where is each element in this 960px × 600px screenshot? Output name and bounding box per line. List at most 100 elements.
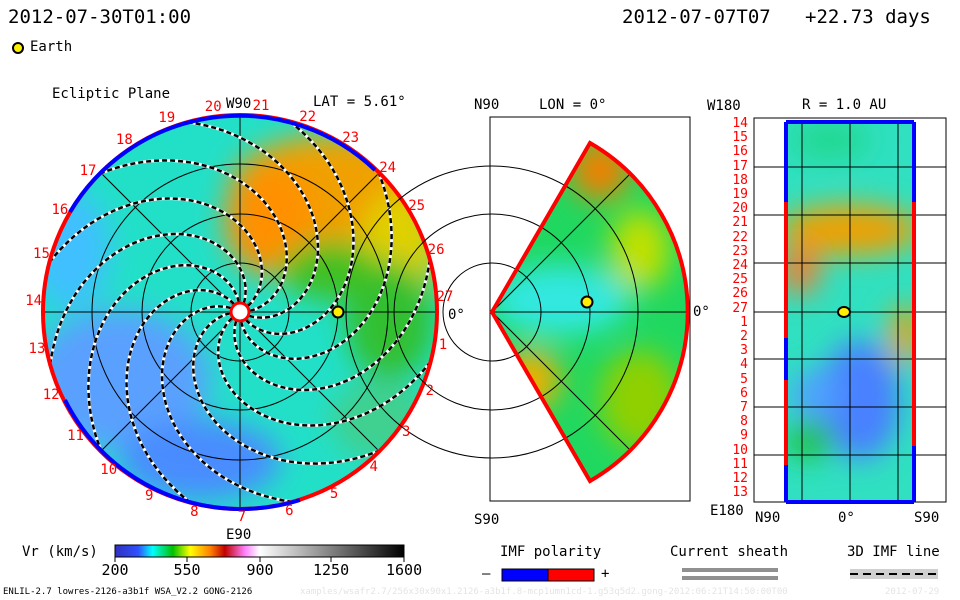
earth-legend-label: Earth <box>30 39 73 55</box>
radial-day-label: 17 <box>732 158 748 174</box>
earth-marker-ecliptic <box>331 305 345 319</box>
radial-day-label: 18 <box>732 172 748 188</box>
ecliptic-day-label: 6 <box>285 502 294 519</box>
ecliptic-day-label: 10 <box>100 462 118 479</box>
elapsed-days: +22.73 days <box>805 6 931 28</box>
radial-day-label: 27 <box>732 300 748 316</box>
radial-day-label: 9 <box>740 428 748 444</box>
radial-zero: 0° <box>838 510 855 526</box>
radial-day-label: 21 <box>732 215 748 231</box>
ecliptic-day-label: 26 <box>427 241 445 258</box>
ecliptic-day-label: 14 <box>25 293 43 310</box>
colorbar-tick-label: 1600 <box>386 561 423 579</box>
ecliptic-day-label: 9 <box>145 488 154 505</box>
ecliptic-day-label: 20 <box>204 98 222 115</box>
ecliptic-day-label: 3 <box>401 424 411 441</box>
ecliptic-day-label: 12 <box>42 386 60 403</box>
radial-day-label: 2 <box>740 329 748 344</box>
ecliptic-day-label: 4 <box>369 459 378 476</box>
ecliptic-day-label: 21 <box>252 98 270 115</box>
imf-spiral-line <box>239 168 393 360</box>
ecliptic-day-label: 1 <box>438 336 448 353</box>
radial-day-label: 13 <box>732 485 748 501</box>
radial-n90: N90 <box>755 510 781 526</box>
current-sheath-title: Current sheath <box>670 544 789 560</box>
ecliptic-day-label: 13 <box>28 340 46 357</box>
ecliptic-day-label: 27 <box>436 288 454 305</box>
radial-day-label: 25 <box>732 272 748 288</box>
radial-day-label: 15 <box>732 130 748 146</box>
radial-day-label: 11 <box>732 456 748 472</box>
radial-s90: S90 <box>914 510 940 526</box>
radial-title: R = 1.0 AU <box>802 97 887 113</box>
imf-spiral-line <box>96 159 288 313</box>
sim-time: 2012-07-30T01:00 <box>8 6 192 28</box>
earth-marker-meridional <box>580 295 594 309</box>
imf-spiral-line <box>160 305 296 504</box>
imf-spiral-line <box>48 232 247 368</box>
colorbar-tick-label: 550 <box>173 561 201 579</box>
radial-day-label: 1 <box>740 314 748 330</box>
ref-time: 2012-07-07T07 <box>622 6 771 28</box>
radial-e180: E180 <box>710 503 744 519</box>
run-info: ENLIL-2.7 lowres-2126-a3b1f WSA_V2.2 GON… <box>3 587 253 597</box>
ecliptic-day-label: 16 <box>51 201 69 218</box>
ecliptic-zero: 0° <box>448 307 465 323</box>
sun-icon <box>229 301 251 323</box>
ecliptic-day-label: 8 <box>190 503 199 520</box>
radial-day-label: 26 <box>732 286 748 302</box>
ecliptic-day-label: 5 <box>329 486 339 503</box>
radial-day-label: 6 <box>740 385 748 401</box>
radial-day-label: 19 <box>732 187 748 202</box>
imf-title: IMF polarity <box>500 544 602 560</box>
ecliptic-lat: LAT = 5.61° <box>313 94 406 110</box>
meridional-frame <box>489 116 691 502</box>
imf-spiral-line <box>233 256 432 392</box>
colorbar-tick-label: 900 <box>246 561 274 579</box>
radial-day-label: 12 <box>732 471 748 486</box>
ecliptic-day-label: 15 <box>33 246 50 263</box>
radial-day-label: 10 <box>732 442 748 458</box>
ecliptic-e90: E90 <box>226 527 252 543</box>
colorbar-label: Vr (km/s) <box>22 544 98 560</box>
radial-day-label: 8 <box>740 414 748 430</box>
radial-day-label: 24 <box>732 258 748 273</box>
imf-spiral-line <box>125 288 235 506</box>
imf-plus: + <box>601 566 610 582</box>
run-path: xamples/wsafr2.7/256x30x90x1.2126-a3b1f.… <box>300 587 788 597</box>
ecliptic-day-label: 24 <box>379 159 397 176</box>
imf-line-title: 3D IMF line <box>847 544 940 560</box>
ecliptic-title: Ecliptic Plane <box>52 86 171 102</box>
meridional-n90: N90 <box>474 97 500 113</box>
earth-marker-radial <box>837 306 851 318</box>
imf-minus: – <box>482 566 491 582</box>
earth-icon <box>12 42 24 54</box>
colorbar-tick-label: 200 <box>101 561 129 579</box>
imf-spiral-line <box>184 120 320 319</box>
imf-spiral-line <box>216 317 434 427</box>
imf-spiral-line <box>192 311 384 465</box>
ecliptic-day-label: 7 <box>237 508 247 525</box>
radial-day-label: 3 <box>740 343 748 359</box>
ecliptic-day-label: 17 <box>79 163 97 180</box>
meridional-lon: LON = 0° <box>539 97 607 113</box>
radial-day-label: 5 <box>740 371 748 387</box>
colorbar <box>114 544 405 558</box>
ecliptic-day-label: 18 <box>115 132 133 149</box>
imf-spiral-line <box>46 197 264 307</box>
colorbar-tick-label: 1250 <box>313 561 350 579</box>
radial-day-label: 14 <box>732 116 748 131</box>
ecliptic-day-label: 22 <box>299 108 317 125</box>
ecliptic-day-label: 2 <box>425 382 434 399</box>
radial-day-label: 22 <box>732 229 748 245</box>
ecliptic-w90: W90 <box>226 96 252 112</box>
radial-day-label: 23 <box>732 243 748 259</box>
ecliptic-day-label: 25 <box>408 197 426 214</box>
radial-day-label: 7 <box>740 400 748 415</box>
imf-spiral-line <box>87 264 241 456</box>
run-date: 2012-07-29 <box>885 587 940 597</box>
ecliptic-day-label: 19 <box>158 110 176 127</box>
radial-day-label: 16 <box>732 144 748 160</box>
ecliptic-day-label: 11 <box>67 427 84 444</box>
